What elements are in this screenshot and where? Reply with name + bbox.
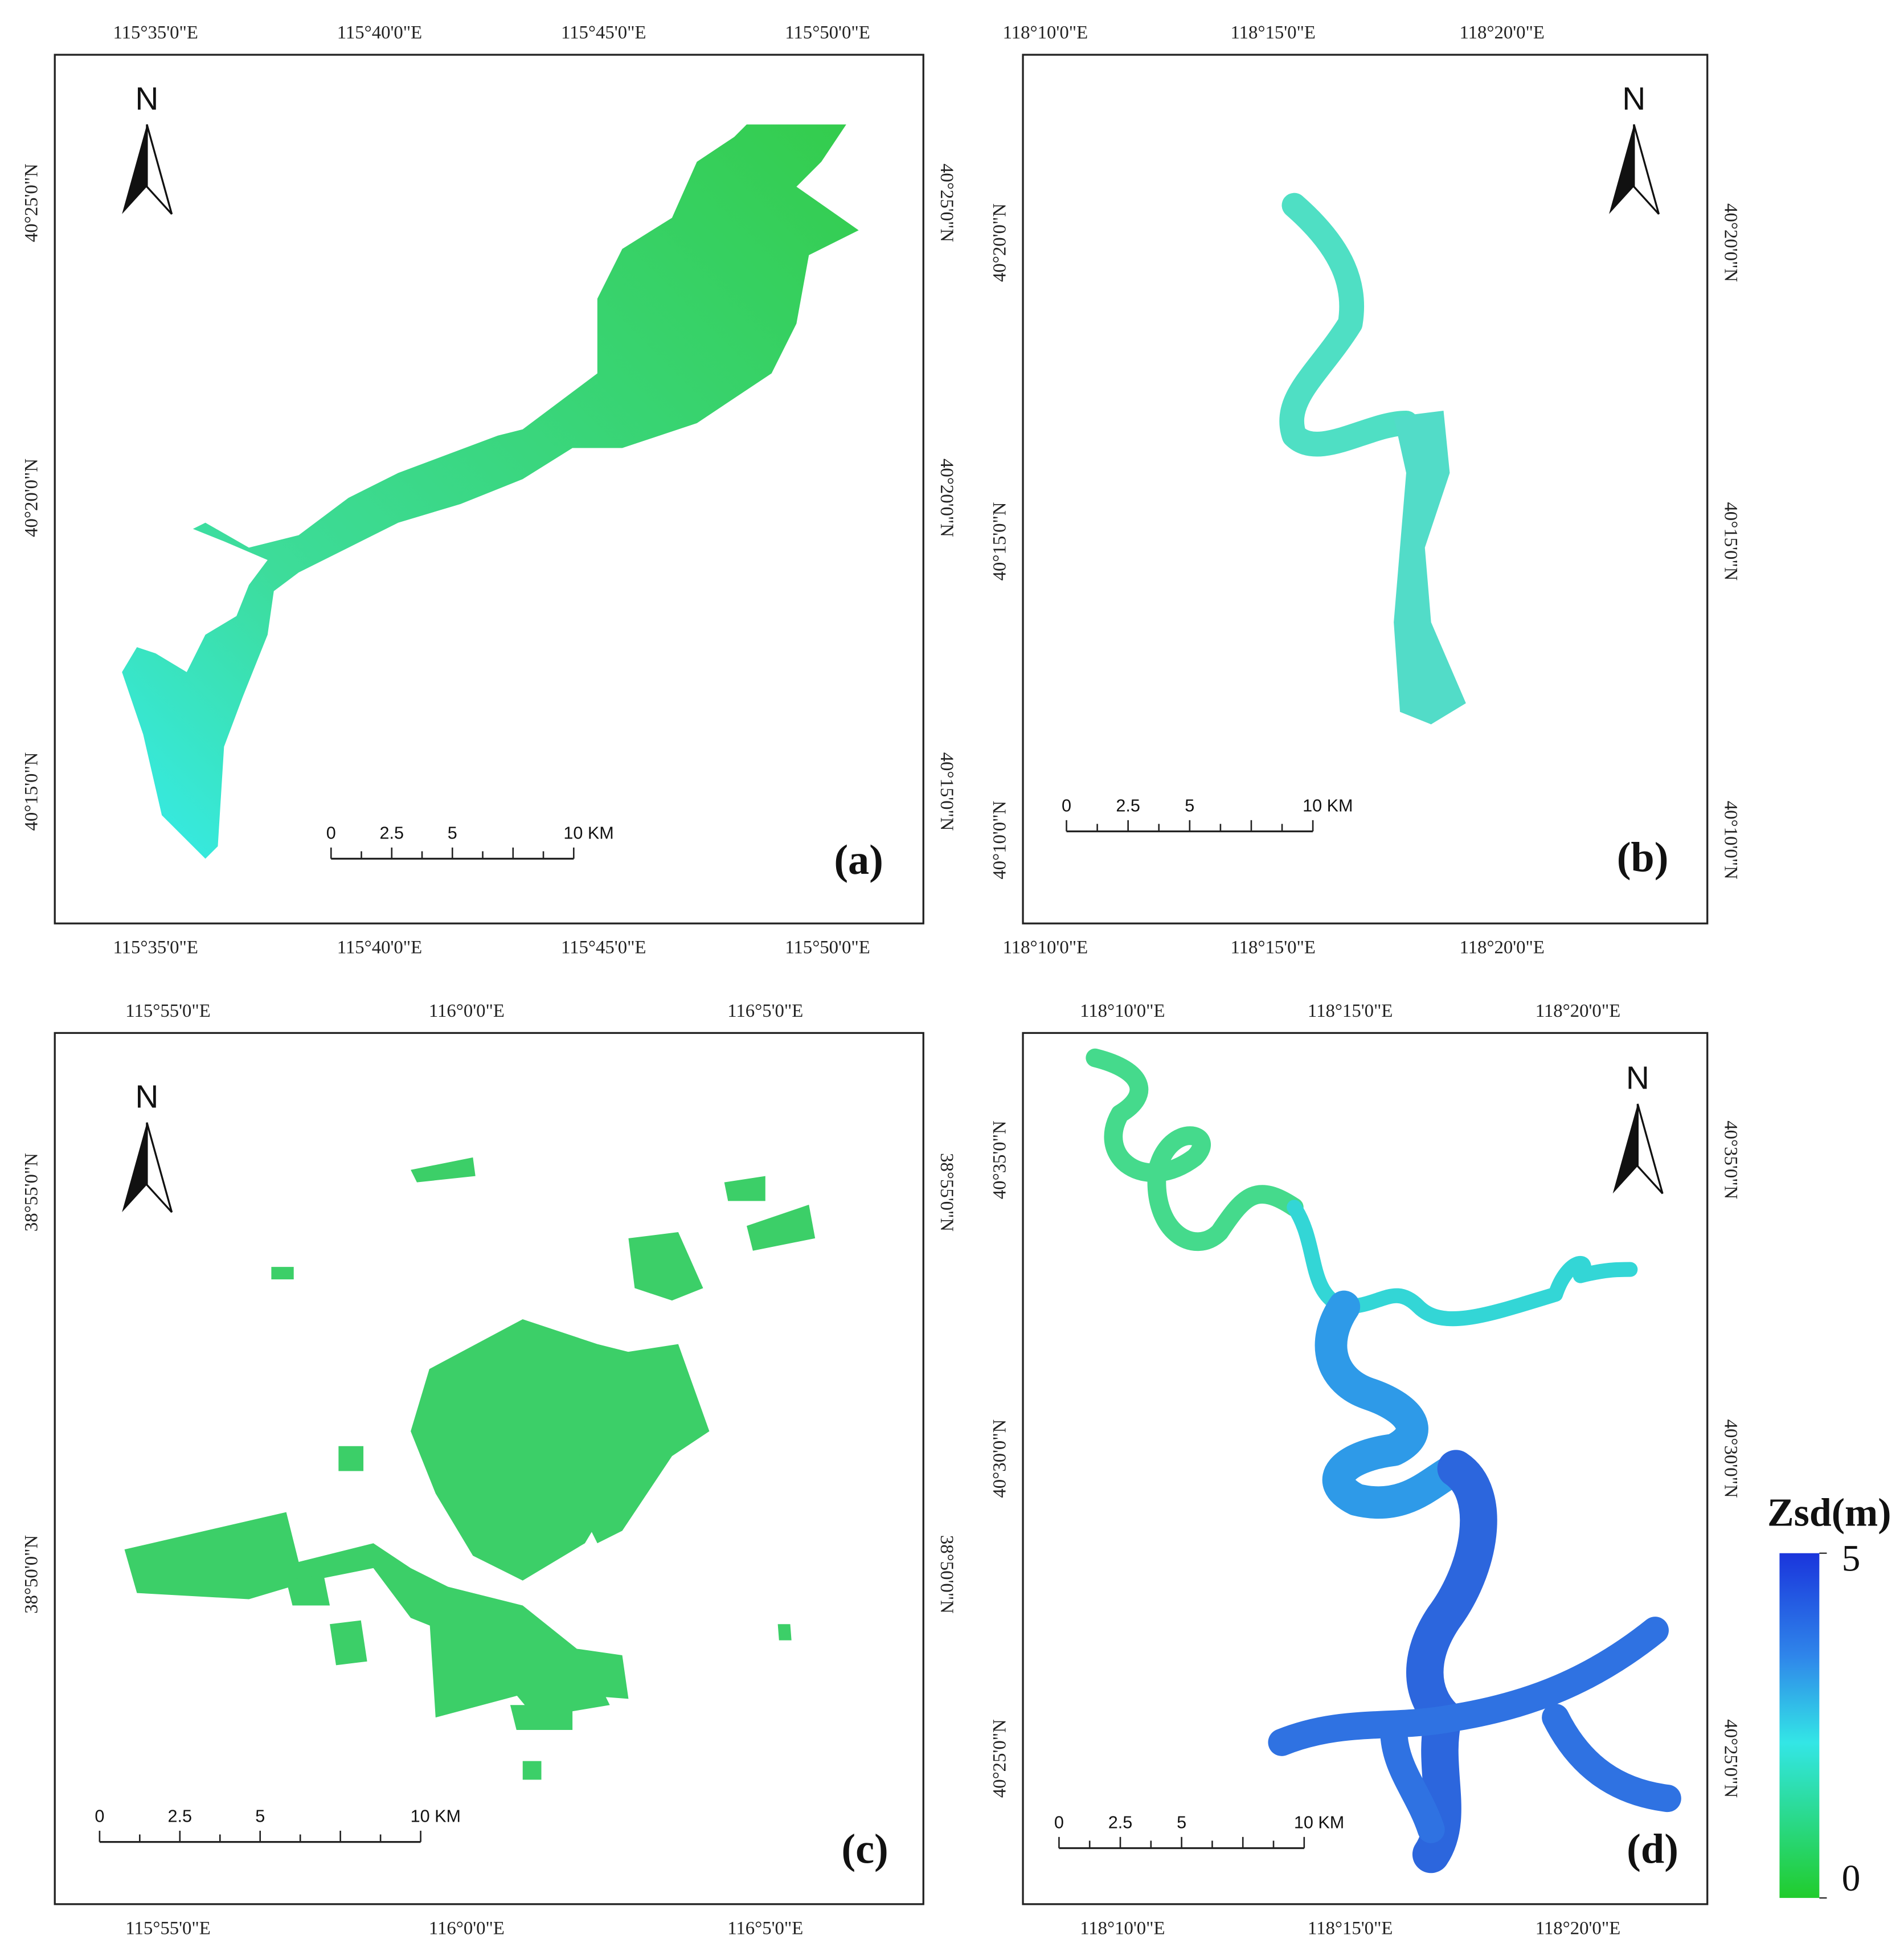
scale-label: 10 KM	[411, 1807, 461, 1826]
lon-label: 118°15'0"E	[1230, 938, 1315, 958]
lat-label: 40°25'0"N	[1720, 1719, 1741, 1798]
panel-label: (c)	[841, 1826, 888, 1873]
colorbar-ramp	[1779, 1553, 1820, 1898]
lon-label: 115°50'0"E	[785, 23, 870, 43]
north-arrow	[146, 124, 173, 215]
lat-label: 40°15'0"N	[1720, 502, 1741, 580]
scale-label: 10 KM	[1303, 796, 1353, 816]
lon-label: 115°50'0"E	[785, 938, 870, 958]
scale-label: 0	[1054, 1813, 1064, 1832]
lon-label: 118°15'0"E	[1308, 1001, 1393, 1021]
lat-label: 40°20'0"N	[989, 203, 1010, 282]
lat-label: 40°30'0"N	[1720, 1420, 1741, 1498]
lat-label: 40°30'0"N	[989, 1420, 1010, 1498]
map-frame	[54, 1032, 924, 1905]
lon-label: 115°55'0"E	[125, 1001, 210, 1021]
colorbar-tick-label: 0	[1842, 1858, 1861, 1899]
lake-d	[1086, 1048, 1681, 1873]
north-arrow	[1636, 1103, 1664, 1195]
lat-label: 40°15'0"N	[22, 752, 42, 831]
lat-label: 40°10'0"N	[989, 801, 1010, 879]
panel-label: (b)	[1617, 834, 1669, 881]
lon-label: 115°35'0"E	[113, 23, 198, 43]
lat-label: 40°25'0"N	[989, 1719, 1010, 1798]
north-arrow	[1612, 1103, 1638, 1194]
scale-label: 2.5	[380, 824, 404, 843]
lon-label: 118°20'0"E	[1459, 23, 1544, 43]
north-arrow	[1633, 124, 1660, 215]
colorbar-title: Zsd(m)	[1767, 1491, 1891, 1535]
lat-label: 38°55'0"N	[936, 1153, 957, 1232]
lat-label: 40°20'0"N	[936, 459, 957, 537]
north-label: N	[135, 81, 158, 117]
lon-label: 116°0'0"E	[429, 1918, 505, 1938]
lat-label: 40°15'0"N	[989, 502, 1010, 580]
lon-label: 118°10'0"E	[1080, 1918, 1165, 1938]
map-frame	[54, 54, 924, 924]
lat-label: 40°20'0"N	[1720, 203, 1741, 282]
lat-label: 38°50'0"N	[22, 1535, 42, 1614]
scale-label: 2.5	[1116, 796, 1140, 816]
north-arrow	[122, 124, 147, 214]
lon-label: 115°55'0"E	[125, 1918, 210, 1938]
lat-label: 40°25'0"N	[22, 163, 42, 242]
lake-a	[122, 124, 859, 859]
scale-label: 10 KM	[1294, 1813, 1344, 1832]
north-label: N	[135, 1079, 158, 1115]
map-frame	[1022, 1032, 1709, 1905]
lon-label: 116°5'0"E	[727, 1918, 803, 1938]
lon-label: 118°20'0"E	[1536, 1001, 1620, 1021]
north-arrow	[1609, 124, 1634, 214]
scale-label: 10 KM	[563, 824, 613, 843]
scale-label: 0	[326, 824, 336, 843]
lon-label: 118°20'0"E	[1459, 938, 1544, 958]
lon-label: 115°35'0"E	[113, 938, 198, 958]
lat-label: 38°50'0"N	[936, 1535, 957, 1614]
scale-label: 5	[255, 1807, 265, 1826]
lat-label: 40°25'0"N	[936, 163, 957, 242]
lon-label: 118°15'0"E	[1308, 1918, 1393, 1938]
lat-label: 40°10'0"N	[1720, 801, 1741, 879]
lat-label: 40°35'0"N	[989, 1120, 1010, 1199]
lat-label: 38°55'0"N	[22, 1153, 42, 1232]
lon-label: 115°40'0"E	[337, 938, 422, 958]
lon-label: 118°10'0"E	[1080, 1001, 1165, 1021]
map-frame	[1022, 54, 1709, 924]
lon-label: 118°10'0"E	[1003, 938, 1088, 958]
colorbar	[1779, 1553, 1820, 1898]
north-label: N	[1626, 1061, 1649, 1097]
scale-label: 5	[448, 824, 457, 843]
north-arrow	[122, 1122, 147, 1213]
north-arrow	[146, 1122, 173, 1213]
lon-label: 118°20'0"E	[1536, 1918, 1620, 1938]
scale-label: 0	[1062, 796, 1071, 816]
lake-c	[124, 1157, 816, 1780]
lon-label: 116°5'0"E	[727, 1001, 803, 1021]
scale-label: 2.5	[168, 1807, 193, 1826]
lon-label: 118°15'0"E	[1230, 23, 1315, 43]
lon-label: 116°0'0"E	[429, 1001, 505, 1021]
panel-label: (a)	[834, 837, 883, 883]
lake-b	[1279, 193, 1466, 725]
scale-label: 5	[1177, 1813, 1186, 1832]
colorbar-tick-label: 5	[1842, 1538, 1861, 1579]
scale-label: 2.5	[1108, 1813, 1133, 1832]
lat-label: 40°20'0"N	[22, 459, 42, 537]
lon-label: 115°45'0"E	[561, 23, 646, 43]
scale-label: 5	[1185, 796, 1194, 816]
lat-label: 40°15'0"N	[936, 752, 957, 831]
north-label: N	[1622, 81, 1645, 117]
lat-label: 40°35'0"N	[1720, 1120, 1741, 1199]
lon-label: 115°45'0"E	[561, 938, 646, 958]
panel-label: (d)	[1627, 1826, 1678, 1873]
lon-label: 118°10'0"E	[1003, 23, 1088, 43]
lon-label: 115°40'0"E	[337, 23, 422, 43]
scale-label: 0	[95, 1807, 104, 1826]
